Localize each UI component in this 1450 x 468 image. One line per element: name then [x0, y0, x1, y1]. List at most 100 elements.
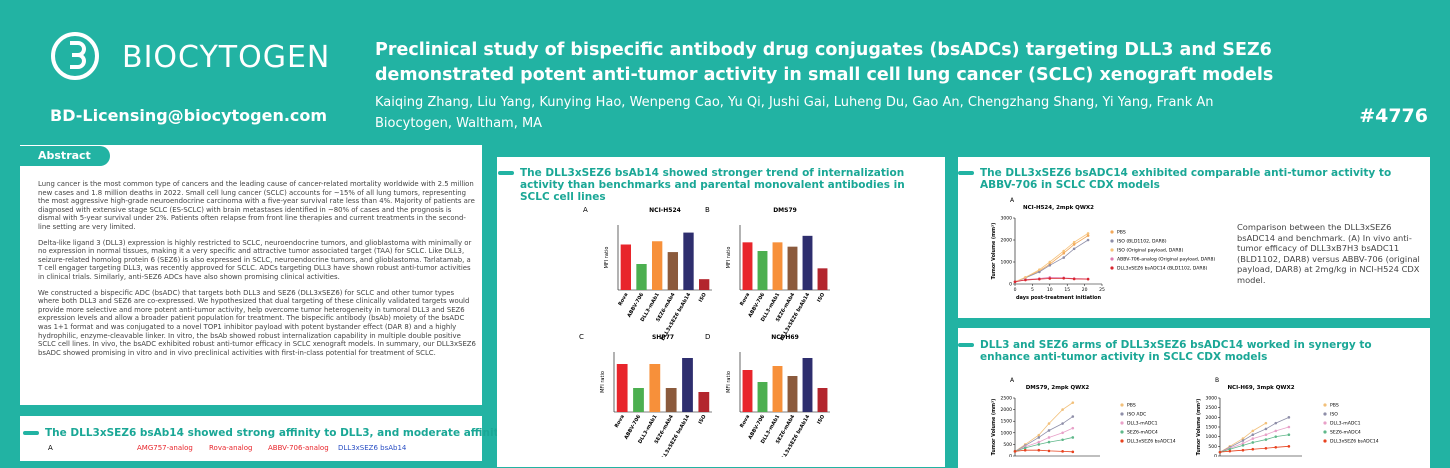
- legend-label: DLL3-mADC1: [1127, 421, 1158, 427]
- bar: [651, 241, 663, 290]
- bar: [698, 279, 710, 290]
- panel-label: B: [1215, 377, 1219, 384]
- point: [1013, 280, 1017, 284]
- point: [1013, 450, 1017, 453]
- y-tick-label: 2500: [1206, 405, 1218, 411]
- legend-label: ISO ADC: [1127, 412, 1146, 418]
- efficacy-panel: [958, 157, 1430, 318]
- category-label: ISO: [816, 414, 826, 425]
- legend-swatch: [1120, 430, 1124, 434]
- point: [1251, 447, 1255, 451]
- legend-swatch: [1120, 439, 1124, 443]
- legend-label: DLL3xSEZ6 bsADC14 (BLD1102, DAR8): [1117, 266, 1208, 272]
- section-title: The DLL3xSEZ6 bsAb14 showed stronger tre…: [498, 167, 930, 203]
- point: [1023, 446, 1027, 450]
- point: [1024, 278, 1027, 282]
- bar: [620, 244, 632, 290]
- logo-text: BIOCYTOGEN: [122, 40, 331, 75]
- panel-label: B: [705, 206, 710, 214]
- point: [1038, 270, 1041, 274]
- legend-swatch: [1110, 239, 1114, 243]
- logo-mark: [51, 32, 99, 80]
- section-title: DLL3 and SEZ6 arms of DLL3xSEZ6 bsADC14 …: [958, 339, 1410, 363]
- point: [1274, 435, 1278, 438]
- y-tick-label: 0: [1009, 454, 1012, 458]
- point: [1287, 416, 1291, 419]
- legend-label: PBS: [1330, 403, 1339, 409]
- point: [1086, 232, 1090, 235]
- point: [1228, 447, 1232, 451]
- title-line: demonstrated potent anti-tumor activity …: [375, 65, 1274, 85]
- point: [1072, 243, 1076, 246]
- legend-label: ISO: [1330, 412, 1338, 418]
- chart-title: DMS79, 2mpk QWX2: [1026, 385, 1090, 391]
- legend-label: SEZ6-mADC4: [1127, 430, 1158, 436]
- point: [1037, 443, 1041, 446]
- legend-label: PBS: [1127, 403, 1136, 409]
- legend-label: ISO (Original payload, DAR8): [1117, 248, 1183, 254]
- bar: [698, 392, 710, 412]
- poster-id: #4776: [1359, 105, 1428, 127]
- chart-title: NCI-H69: [771, 334, 799, 341]
- legend-swatch: [1323, 421, 1327, 425]
- point: [1062, 276, 1066, 280]
- point: [1287, 425, 1291, 429]
- bar: [817, 268, 828, 290]
- chart-title: DMS79: [773, 207, 797, 214]
- category-label: Rova: [614, 414, 626, 429]
- column-label: Rova-analog: [209, 444, 253, 452]
- series-line: [1014, 427, 1073, 452]
- point: [1062, 256, 1066, 259]
- legend-label: ISO (BLD1102, DAR8): [1117, 239, 1167, 245]
- y-label: MFI ratio: [726, 247, 732, 269]
- point: [1047, 436, 1051, 439]
- bar: [817, 388, 828, 412]
- point: [1264, 438, 1268, 441]
- legend-label: DLL3-mADC1: [1330, 421, 1361, 427]
- bar: [633, 388, 644, 412]
- point: [1037, 433, 1041, 437]
- point: [1047, 440, 1051, 444]
- bar: [802, 235, 813, 290]
- point: [1061, 422, 1064, 425]
- legend-label: PBS: [1117, 230, 1126, 236]
- legend-swatch: [1110, 230, 1114, 234]
- y-tick-label: 2500: [1001, 396, 1013, 402]
- x-tick-label: 20: [1082, 287, 1088, 293]
- legend-swatch: [1120, 421, 1124, 425]
- point: [1072, 240, 1076, 244]
- y-label: MFI ratio: [726, 371, 732, 393]
- series-line: [1014, 416, 1074, 452]
- y-tick-label: 2000: [1001, 407, 1013, 413]
- column-label: ABBV-706-analog: [268, 444, 329, 452]
- point: [1287, 433, 1291, 437]
- y-tick-label: 2000: [1001, 238, 1013, 244]
- email: BD-Licensing@biocytogen.com: [50, 106, 328, 125]
- point: [1048, 260, 1052, 264]
- section-title: The DLL3xSEZ6 bsAb14 showed strong affin…: [23, 427, 555, 439]
- point: [1038, 277, 1041, 281]
- point: [1241, 437, 1245, 440]
- y-tick-label: 1000: [1001, 260, 1013, 266]
- y-tick-label: 1500: [1001, 419, 1013, 425]
- point: [1086, 234, 1090, 237]
- point: [1241, 448, 1245, 452]
- point: [1251, 429, 1255, 433]
- bar: [772, 242, 783, 290]
- series-line: [1014, 233, 1089, 283]
- bar: [665, 388, 677, 412]
- point: [1241, 442, 1245, 445]
- point: [1251, 437, 1255, 440]
- bar: [742, 242, 753, 290]
- point: [1241, 439, 1245, 442]
- bar: [683, 232, 694, 290]
- y-label: Tumor Volume (mm³): [991, 223, 997, 280]
- point: [1037, 448, 1041, 452]
- point: [1264, 427, 1268, 431]
- abstract-heading: Abstract: [20, 146, 110, 166]
- x-label: days post-treatment initiation: [1016, 295, 1102, 301]
- x-tick-label: 5: [1031, 287, 1034, 293]
- point: [1274, 421, 1278, 425]
- point: [1218, 450, 1222, 454]
